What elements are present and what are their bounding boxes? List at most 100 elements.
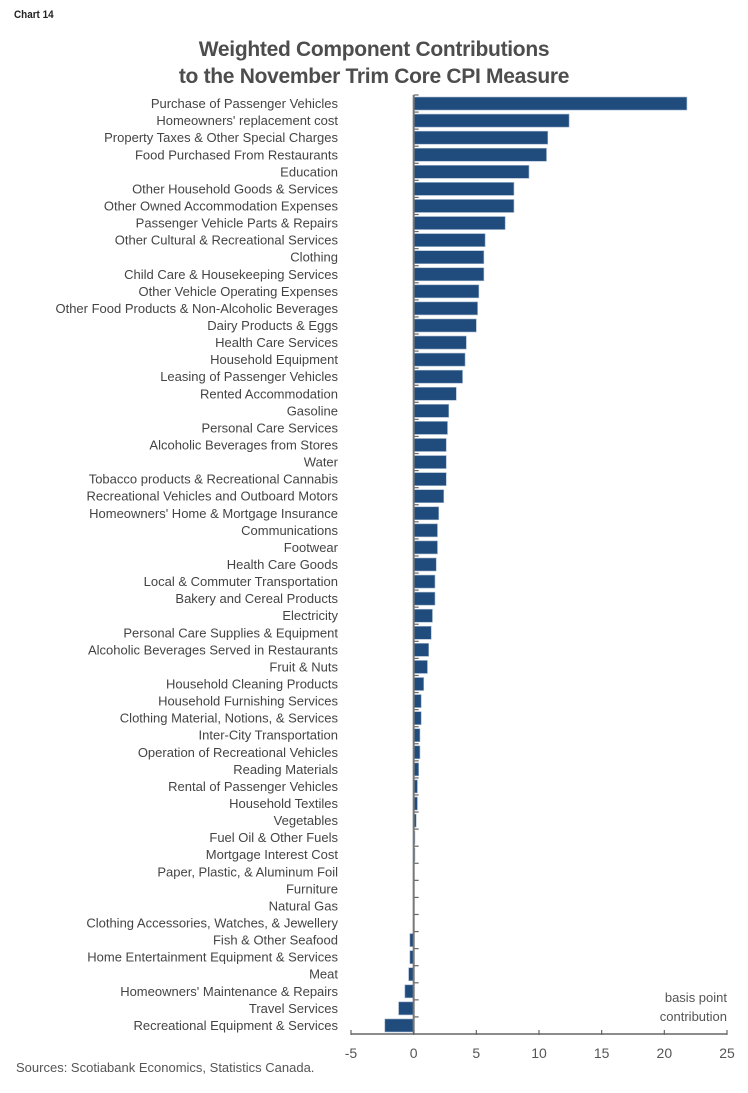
axis-unit-label: contribution (660, 1009, 727, 1024)
bar (413, 301, 478, 316)
category-label: Local & Commuter Transportation (144, 574, 338, 589)
bar (413, 335, 467, 350)
category-label: Natural Gas (269, 898, 339, 913)
category-label: Purchase of Passenger Vehicles (151, 96, 339, 111)
bar (413, 199, 515, 213)
bar (413, 506, 440, 521)
category-label: Fruit & Nuts (269, 659, 338, 674)
category-label: Recreational Vehicles and Outboard Motor… (87, 489, 339, 504)
category-label: Mortgage Interest Cost (206, 847, 339, 862)
category-label: Communications (241, 523, 338, 538)
bar (413, 421, 448, 435)
bar (404, 984, 414, 999)
category-label: Personal Care Services (201, 420, 338, 435)
category-label: Household Furnishing Services (158, 694, 338, 709)
category-label: Rental of Passenger Vehicles (168, 779, 338, 794)
bar (413, 267, 485, 282)
bar (413, 557, 437, 572)
category-label: Household Cleaning Products (166, 677, 338, 692)
category-label: Personal Care Supplies & Equipment (123, 625, 338, 640)
bar (413, 352, 466, 367)
bar (413, 694, 422, 708)
category-label: Alcoholic Beverages Served in Restaurant… (88, 642, 339, 657)
bar (413, 386, 457, 401)
category-label: Fuel Oil & Other Fuels (209, 830, 338, 845)
bar (413, 318, 477, 333)
bar (384, 1018, 414, 1033)
bar (398, 1001, 414, 1016)
category-label: Homeowners' replacement cost (156, 113, 338, 128)
axis-unit-label: basis point (665, 990, 728, 1005)
category-label: Other Owned Accommodation Expenses (104, 198, 339, 213)
category-label: Fish & Other Seafood (213, 933, 338, 948)
x-tick-label: 25 (719, 1045, 735, 1061)
bar (413, 284, 480, 299)
category-label: Other Household Goods & Services (132, 181, 338, 196)
bar (413, 113, 570, 128)
bar (413, 711, 422, 725)
category-label: Food Purchased From Restaurants (135, 147, 339, 162)
bar (413, 165, 530, 179)
category-label: Child Care & Housekeeping Services (124, 267, 338, 282)
x-tick-label: 20 (657, 1045, 673, 1061)
bar (413, 523, 438, 538)
category-label: Travel Services (249, 1001, 339, 1016)
category-label: Gasoline (287, 403, 338, 418)
bar (413, 643, 430, 657)
category-label: Inter-City Transportation (199, 728, 338, 743)
category-label: Footwear (284, 540, 339, 555)
category-label: Tobacco products & Recreational Cannabis (89, 472, 339, 487)
category-label: Electricity (282, 608, 338, 623)
category-label: Meat (309, 967, 338, 982)
category-label: Recreational Equipment & Services (134, 1018, 339, 1033)
category-label: Reading Materials (233, 762, 338, 777)
bar (413, 455, 447, 469)
bar (413, 677, 424, 691)
category-label: Rented Accommodation (200, 386, 338, 401)
chart-number-label: Chart 14 (14, 9, 54, 21)
category-label: Paper, Plastic, & Aluminum Foil (157, 864, 338, 879)
x-tick-label: 0 (410, 1045, 418, 1061)
category-label: Other Food Products & Non-Alcoholic Beve… (55, 301, 338, 316)
chart-title-line-2: to the November Trim Core CPI Measure (178, 65, 570, 88)
chart-title-line-1: Weighted Component Contributions (198, 38, 550, 61)
category-label: Furniture (286, 881, 338, 896)
category-label: Clothing Accessories, Watches, & Jewelle… (86, 916, 338, 931)
bar (413, 130, 549, 145)
category-label: Clothing (290, 250, 338, 265)
category-label: Clothing Material, Notions, & Services (120, 711, 339, 726)
bar (413, 369, 463, 384)
category-label: Bakery and Cereal Products (175, 591, 338, 606)
bar (413, 591, 436, 606)
bar (413, 489, 445, 504)
category-label: Water (304, 455, 339, 470)
x-tick-label: 5 (472, 1045, 480, 1061)
bar (413, 472, 447, 486)
x-tick-label: -5 (345, 1045, 358, 1061)
sources-note: Sources: Scotiabank Economics, Statistic… (16, 1060, 315, 1075)
x-tick-label: 15 (594, 1045, 610, 1061)
bar (413, 404, 450, 418)
bar (413, 147, 547, 162)
category-label: Education (280, 164, 338, 179)
category-label: Other Cultural & Recreational Services (115, 233, 339, 248)
category-label: Health Care Services (215, 335, 338, 350)
bar (413, 608, 433, 623)
category-label: Property Taxes & Other Special Charges (104, 130, 338, 145)
category-label: Alcoholic Beverages from Stores (149, 437, 338, 452)
bar (413, 96, 688, 111)
category-label: Leasing of Passenger Vehicles (160, 369, 338, 384)
category-label: Health Care Goods (227, 557, 339, 572)
bar (413, 438, 447, 452)
category-label: Dairy Products & Eggs (207, 318, 338, 333)
category-label: Household Textiles (229, 796, 338, 811)
bar (413, 574, 436, 589)
bar (413, 250, 485, 264)
category-label: Operation of Recreational Vehicles (138, 745, 339, 760)
bar (413, 233, 486, 247)
category-label: Homeowners' Maintenance & Repairs (120, 984, 338, 999)
category-label: Homeowners' Home & Mortgage Insurance (89, 506, 338, 521)
bar (413, 625, 432, 640)
category-label: Household Equipment (210, 352, 338, 367)
x-tick-label: 10 (531, 1045, 547, 1061)
